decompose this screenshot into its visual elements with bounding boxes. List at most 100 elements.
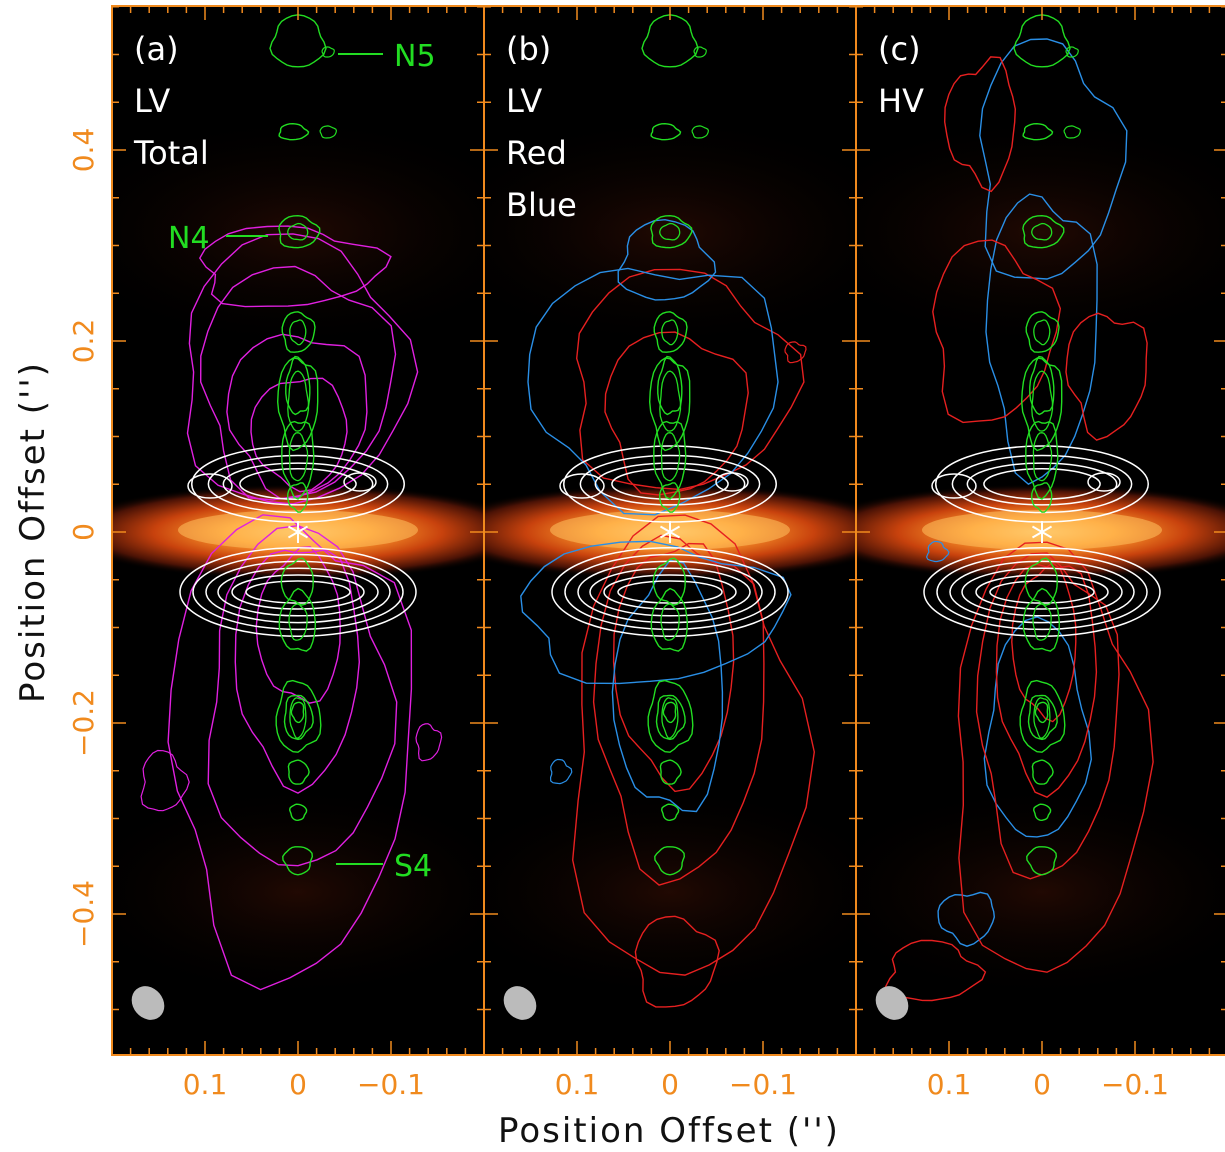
jet-knot-contour [650,214,693,249]
y-tick-label: 0.4 [67,128,100,173]
halo [112,112,484,352]
magenta-contour [198,225,392,308]
jet-knot-contour [1024,557,1058,606]
jet-knot-contour [280,557,314,606]
y-tick-label: 0 [67,523,100,541]
jet-knot-contour [693,46,707,58]
panel-b: (b) LV Red Blue 0.1 0 −0.1 [483,5,857,1101]
jet-knot-contour [1020,357,1063,452]
jet-knot-contour [1029,355,1055,416]
jet-knot-contour [660,603,680,641]
halo [856,782,1225,1002]
ticks [112,6,484,1055]
jet-knot-contour [1031,370,1054,432]
jet-knot-contour [655,694,686,741]
disk-contour-lower [603,574,737,610]
panel-a-image [112,6,484,1055]
jet-knot-contour [288,603,308,641]
beam-ellipse [503,986,537,1020]
panel-line: LV [134,82,170,120]
disk-contour-lower [217,567,379,617]
disk-contour-upper [594,462,746,506]
disk-contour-lower [936,553,1148,631]
ticks [856,6,1225,1055]
jet-knot-contour [657,355,683,416]
magenta-contour [199,265,397,501]
jet-knot-contour [1032,432,1053,482]
x-tick-label: 0.1 [927,1068,972,1101]
jet-knot-contour [1022,587,1061,652]
magenta-contour [226,333,368,500]
jet-knot-contour [660,803,680,822]
panel-line: Red [506,134,567,172]
blue-contour [985,193,1098,485]
jet-knot-contour [1022,214,1065,249]
jet-knot-contour [1025,311,1060,353]
jet-knot-contour [289,697,307,739]
red-contour [1065,312,1148,441]
x-tick-label: −0.1 [357,1068,425,1101]
blue-contour [611,559,724,813]
jet-knot-contour [1034,701,1049,724]
panel-a: (a) LV Total 0.1 0 −0.1 [111,5,485,1101]
magenta-contour [186,233,419,505]
star-marker [659,521,681,543]
disk-contour-upper [559,473,605,499]
blue-contour [937,891,996,947]
red-contour [957,541,1154,973]
x-tick-label: 0.1 [555,1068,600,1101]
jet-knot-contour [287,370,310,432]
jet-knot-contour [658,482,681,513]
jet-knot-contour [659,759,682,785]
jet-knot-contour [285,355,311,416]
disk-contour-upper [715,472,749,492]
jet-knot-contour [1026,846,1058,876]
disk-contour-upper [187,473,233,499]
disk-contour-lower [923,547,1161,637]
jet-knot-contour [287,222,309,241]
magenta-contour [234,549,361,794]
jet-knot-contour [1033,319,1051,346]
jet-knot-contour [650,587,689,652]
jet-knot-contour [641,14,699,68]
jet-knot-contour [278,214,321,249]
halo [112,782,484,1002]
jet-knot-contour [650,122,682,141]
jet-knot-contour [281,311,316,353]
panel-c: (c) HV 0.1 0 −0.1 [855,5,1225,1101]
jet-knot-contour [276,357,319,452]
halo [856,112,1225,352]
red-contour [634,915,720,1008]
jet-knot-contour [288,803,308,822]
red-contour [784,341,807,364]
x-tick-label: 0.1 [183,1068,228,1101]
red-contour [884,939,987,1002]
x-tick-label: −0.1 [1101,1068,1169,1101]
disk-contour-lower [949,560,1135,624]
jet-knot-contour [286,482,309,513]
x-tick-label: 0 [661,1068,679,1101]
jet-knot-contour [648,357,691,452]
magenta-contour [167,514,413,991]
disk-contour-lower [961,567,1123,617]
jet-knot-contour [275,679,322,753]
jet-knot-contour [654,846,686,876]
y-tick-label: −0.2 [67,689,100,757]
jet-knot-contour [282,846,314,876]
jet-knot-contour [1032,603,1052,641]
blue-contour [549,758,573,785]
ticks [484,6,856,1055]
jet-knot-contour [659,370,682,432]
panel-tag: (c) [878,30,921,68]
jet-knot-contour [1027,694,1058,741]
red-contour [604,331,749,496]
jet-knot-contour [661,697,679,739]
star-marker [287,521,309,543]
jet-knot-contour [659,222,681,241]
jet-knot-contour [1013,14,1071,68]
beam-ellipse [875,986,909,1020]
star-marker [1031,521,1053,543]
jet-knot-contour [278,122,310,141]
jet-knot-contour [1022,122,1054,141]
